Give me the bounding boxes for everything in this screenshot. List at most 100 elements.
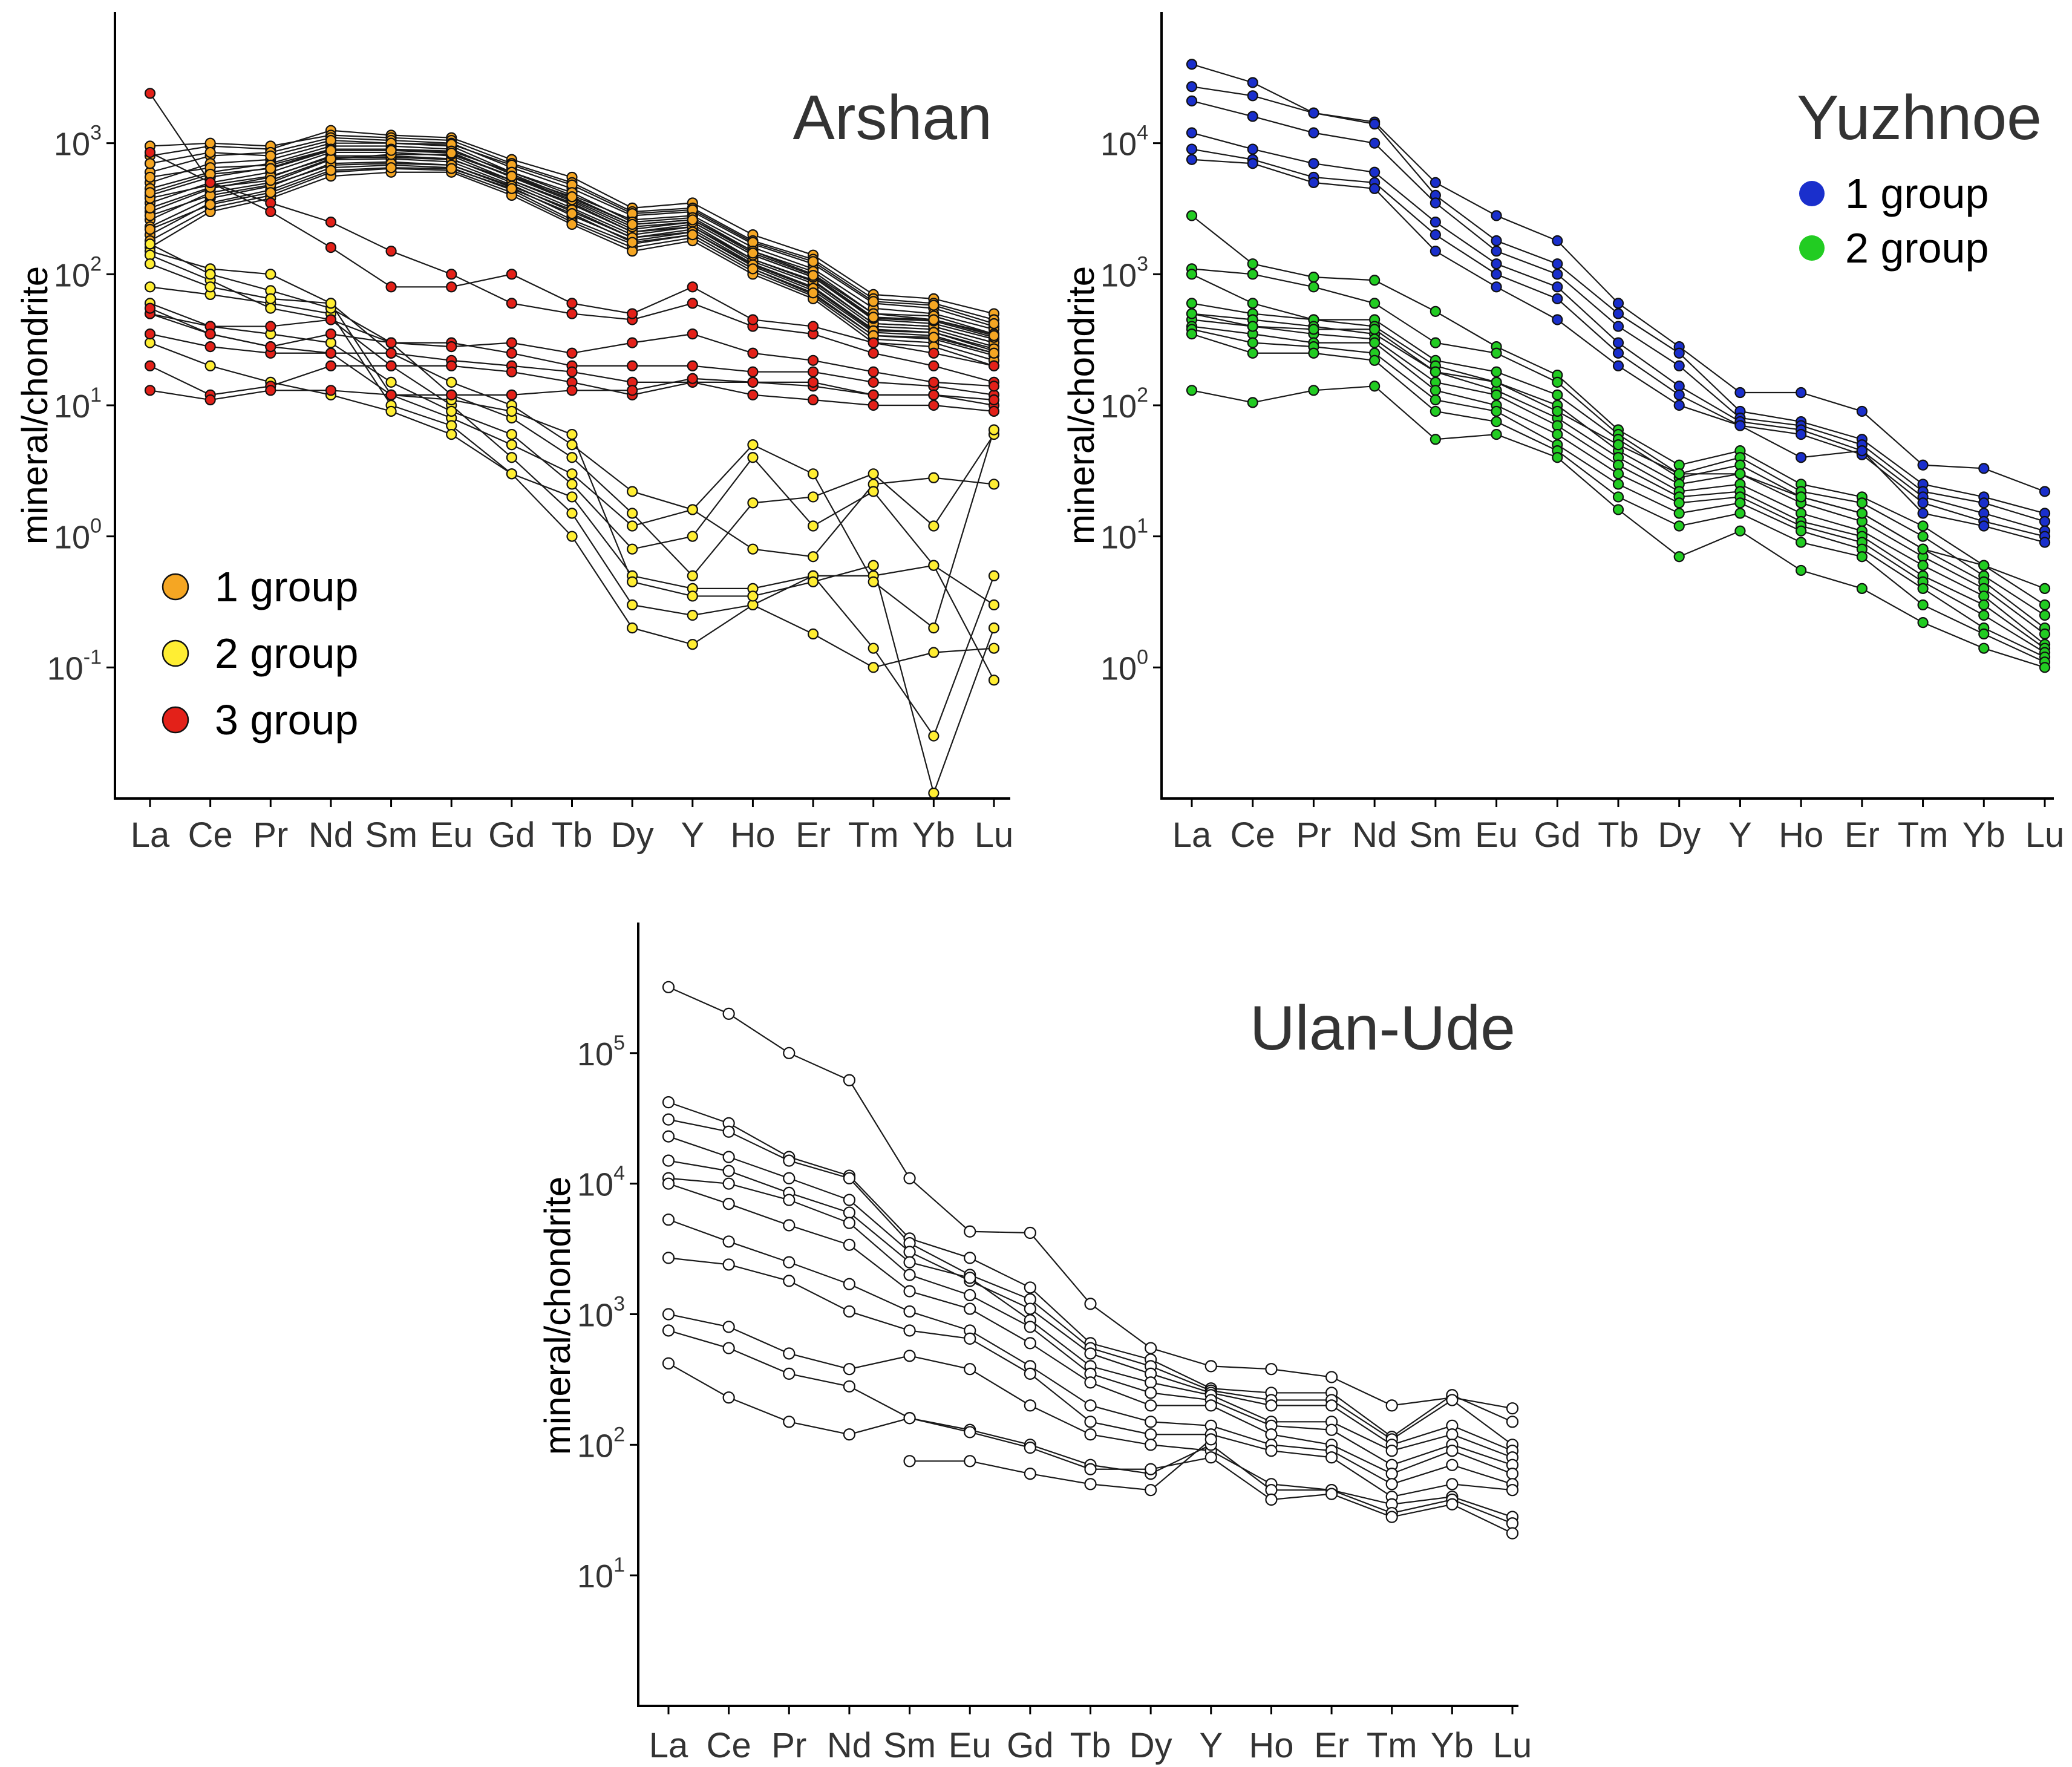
- data-point-y1-5: [1612, 347, 1624, 359]
- data-point-y2-8: [1734, 497, 1746, 509]
- data-point-a2-5: [627, 622, 638, 634]
- data-point-u-2: [964, 1252, 976, 1264]
- data-point-a3-3: [807, 366, 819, 377]
- data-point-a2-5: [204, 360, 216, 371]
- data-point-u-1: [903, 1172, 916, 1184]
- data-point-a3-1: [385, 246, 397, 257]
- data-point-a3-4: [144, 328, 156, 340]
- data-point-a3-2: [566, 298, 578, 309]
- data-point-a2-4: [446, 405, 457, 417]
- data-point-y2-4: [1186, 298, 1198, 309]
- data-point-y1-3: [1673, 360, 1685, 371]
- x-tick-label: Yb: [1431, 1726, 1474, 1765]
- series-line-a1-14: [149, 139, 995, 325]
- data-point-a2-5: [446, 428, 457, 440]
- data-point-y2-6: [1978, 599, 1990, 611]
- data-point-y1-3: [1247, 111, 1258, 122]
- data-point-u-1: [1024, 1226, 1036, 1240]
- data-point-a3-5: [446, 360, 457, 371]
- data-point-a2-4: [868, 486, 879, 497]
- data-point-u-1: [1325, 1371, 1338, 1383]
- data-point-a3-5: [325, 360, 337, 371]
- data-point-u-1: [1145, 1342, 1157, 1354]
- data-point-a1-20: [988, 330, 1000, 341]
- data-point-a2-7: [446, 376, 457, 388]
- data-point-u-3: [783, 1154, 796, 1167]
- data-point-a2-3: [868, 662, 879, 673]
- y-tick-label: 101: [577, 1553, 625, 1595]
- y-tick-label: 101: [54, 384, 102, 425]
- data-point-y1-1: [1186, 59, 1198, 70]
- data-point-a1-18: [385, 162, 397, 174]
- data-point-a1-20: [385, 145, 397, 156]
- x-tick-label: Tb: [1598, 815, 1639, 855]
- data-point-y1-2: [1369, 118, 1381, 130]
- data-point-u-12: [1506, 1527, 1519, 1540]
- data-point-a3-3: [325, 314, 337, 325]
- data-point-y2-9: [1856, 551, 1868, 563]
- y-tick-base: 10: [54, 388, 90, 425]
- data-point-y1-2: [1247, 90, 1258, 102]
- data-point-a3-2: [325, 242, 337, 253]
- data-point-u-7: [1265, 1428, 1278, 1441]
- data-point-a2-8: [868, 560, 879, 571]
- x-tick-label: Gd: [488, 815, 535, 855]
- data-point-a1-13: [566, 218, 578, 230]
- data-point-a1-20: [627, 218, 638, 230]
- data-point-u-9: [1084, 1416, 1097, 1428]
- data-point-a2-5: [506, 468, 517, 480]
- x-tick-label: Gd: [1534, 815, 1581, 855]
- data-point-a1-15: [144, 171, 156, 183]
- x-tick-label: Ho: [1249, 1726, 1293, 1765]
- data-point-y2-9: [1491, 416, 1502, 428]
- data-point-y1-5: [1917, 497, 1929, 509]
- data-point-y2-9: [1673, 520, 1685, 532]
- data-point-u-4: [1084, 1347, 1097, 1360]
- data-point-a2-7: [747, 439, 759, 451]
- data-point-u-9: [1506, 1484, 1519, 1497]
- data-point-u-7: [1506, 1468, 1519, 1480]
- data-point-u-6: [1325, 1423, 1338, 1436]
- data-point-y2-10: [1978, 642, 1990, 654]
- data-point-y2-11: [1917, 543, 1929, 555]
- series-line-a2-6: [149, 243, 995, 577]
- data-point-u-12: [843, 1428, 856, 1441]
- data-point-y1-5: [1186, 143, 1198, 155]
- data-point-u-7: [722, 1197, 735, 1210]
- data-point-y2-11: [1247, 321, 1258, 332]
- x-tick-label: Yb: [912, 815, 955, 855]
- data-point-y2-7: [1673, 497, 1685, 509]
- x-tick-label: Er: [796, 815, 831, 855]
- y-tick-exponent: 4: [1137, 122, 1148, 145]
- data-point-u-9: [1265, 1445, 1278, 1457]
- data-point-u-7: [843, 1238, 856, 1251]
- data-point-u-12: [783, 1416, 796, 1428]
- data-point-a3-6: [566, 385, 578, 396]
- data-point-a3-6: [506, 389, 517, 400]
- data-point-a3-4: [325, 347, 337, 359]
- data-point-u-12: [722, 1391, 735, 1404]
- x-tick-label: Tm: [848, 815, 899, 855]
- data-point-y1-1: [1612, 298, 1624, 309]
- data-point-y1-1: [1978, 463, 1990, 474]
- data-point-a2-1: [506, 439, 517, 451]
- data-point-y2-1: [1430, 305, 1441, 317]
- data-point-a2-6: [144, 238, 156, 250]
- y-tick-label: 100: [54, 515, 102, 556]
- data-point-y2-11: [1552, 405, 1563, 417]
- data-point-a2-7: [868, 576, 879, 587]
- x-tick-label: Tb: [552, 815, 593, 855]
- y-tick-label: 104: [1100, 122, 1148, 163]
- y-tick-label: 104: [577, 1162, 625, 1203]
- data-point-y2-11: [1796, 491, 1807, 503]
- data-point-u-7: [1145, 1399, 1157, 1412]
- data-point-u-10: [903, 1350, 916, 1362]
- series-points: [662, 981, 1519, 1540]
- data-point-y1-2: [1673, 347, 1685, 359]
- data-point-u-2: [662, 1096, 675, 1109]
- y-tick-exponent: 0: [1137, 645, 1148, 668]
- data-point-a3-3: [868, 376, 879, 388]
- data-point-u-7: [783, 1219, 796, 1232]
- data-point-a2-7: [928, 622, 940, 634]
